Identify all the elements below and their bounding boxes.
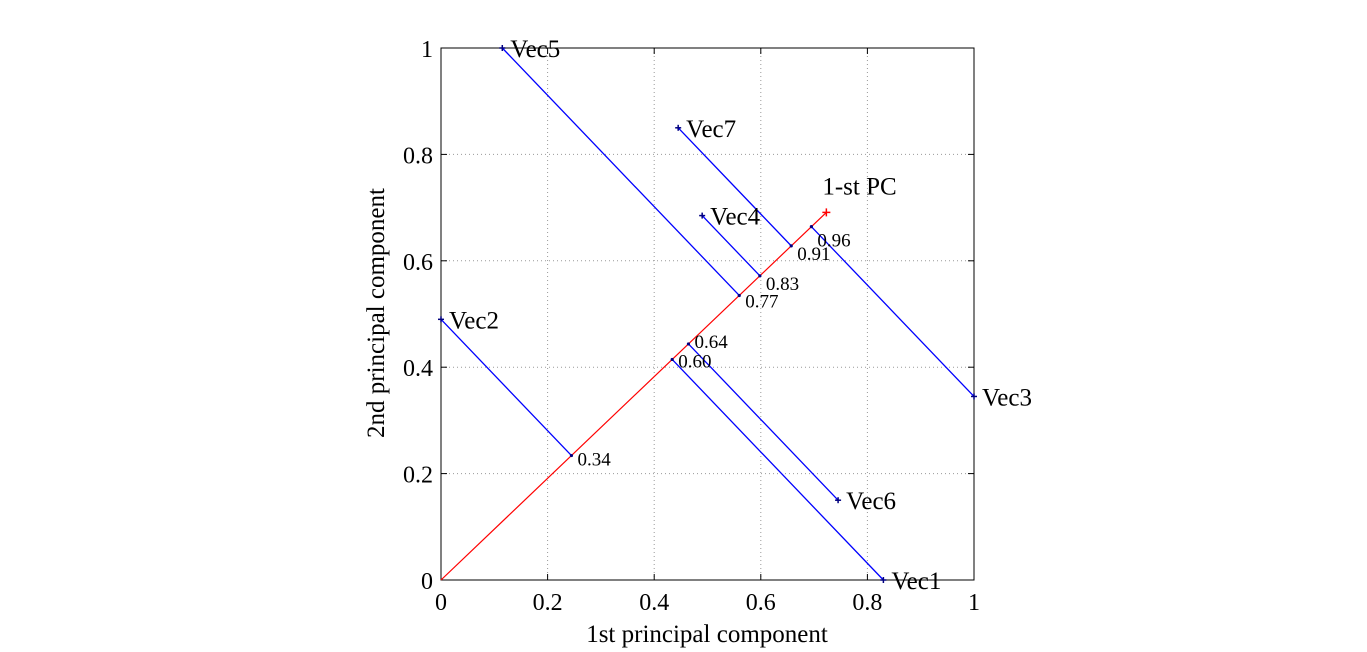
plot-border <box>440 47 975 581</box>
projection-marker-vec4 <box>758 274 762 278</box>
x-tick-label: 0 <box>435 590 447 616</box>
y-tick-label: 0.4 <box>403 356 433 382</box>
chart-labels: Vec1 0.60 Vec2 0.34 Vec3 0.96 Vec4 0.83 Vec5 0.77… <box>449 36 1032 595</box>
y-tick-label: 0 <box>421 569 433 595</box>
point-label-vec7: Vec7 <box>686 116 736 143</box>
projection-line-vec3 <box>810 226 975 397</box>
projection-label-vec4: 0.83 <box>766 274 799 295</box>
point-label-vec2: Vec2 <box>449 307 499 334</box>
point-label-vec4: Vec4 <box>710 204 760 231</box>
point-label-vec5: Vec5 <box>510 36 560 63</box>
y-tick-label: 0.6 <box>403 250 433 276</box>
y-tick-label: 0.2 <box>403 463 433 489</box>
principal-component-axis: 1-st PC <box>440 173 897 581</box>
y-tick-label: 1 <box>421 37 433 63</box>
x-tick-label: 0.4 <box>639 590 669 616</box>
projection-marker-vec1 <box>670 357 674 362</box>
projection-marker-vec2 <box>569 453 574 458</box>
x-tick-label: 0.8 <box>852 590 882 616</box>
pc-axis-line <box>440 211 827 581</box>
x-axis-label: 1st principal component <box>586 621 828 648</box>
x-tick-label: 0.2 <box>533 590 563 616</box>
y-axis-label: 2nd principal component <box>363 188 390 438</box>
point-label-vec3: Vec3 <box>982 384 1032 411</box>
projection-line-vec1 <box>671 358 884 581</box>
projection-label-vec6: 0.64 <box>694 332 728 353</box>
y-tick-label: 0.8 <box>403 143 433 169</box>
projection-marker-vec6 <box>686 342 691 346</box>
axis-ticks: 0 0.2 0.4 0.6 0.8 1 0 0.2 0.4 0.6 0.8 1 <box>403 37 980 616</box>
point-label-vec6: Vec6 <box>846 488 896 515</box>
plot-frame <box>440 47 975 581</box>
point-label-vec1: Vec1 <box>891 568 941 595</box>
projection-label-vec7: 0.91 <box>797 244 830 265</box>
projection-line-vec4 <box>701 215 761 277</box>
projection-marker-vec5 <box>737 293 741 298</box>
x-tick-label: 0.6 <box>746 590 776 616</box>
point-markers <box>438 45 977 583</box>
projection-marker-vec3 <box>809 225 814 229</box>
x-tick-label: 1 <box>968 590 980 616</box>
projection-line-vec2 <box>440 318 572 457</box>
projection-line-vec5 <box>501 47 740 296</box>
projection-line-vec6 <box>687 343 839 501</box>
pc-axis-label: 1-st PC <box>822 173 896 200</box>
projection-label-vec3: 0.96 <box>817 231 850 252</box>
projection-label-vec2: 0.34 <box>577 450 611 471</box>
projection-marker-vec7 <box>789 244 793 248</box>
projection-lines <box>440 47 975 581</box>
grid-lines <box>441 48 974 580</box>
projection-label-vec1: 0.60 <box>678 351 711 372</box>
projection-line-vec7 <box>677 127 792 247</box>
projection-label-vec5: 0.77 <box>745 291 778 312</box>
